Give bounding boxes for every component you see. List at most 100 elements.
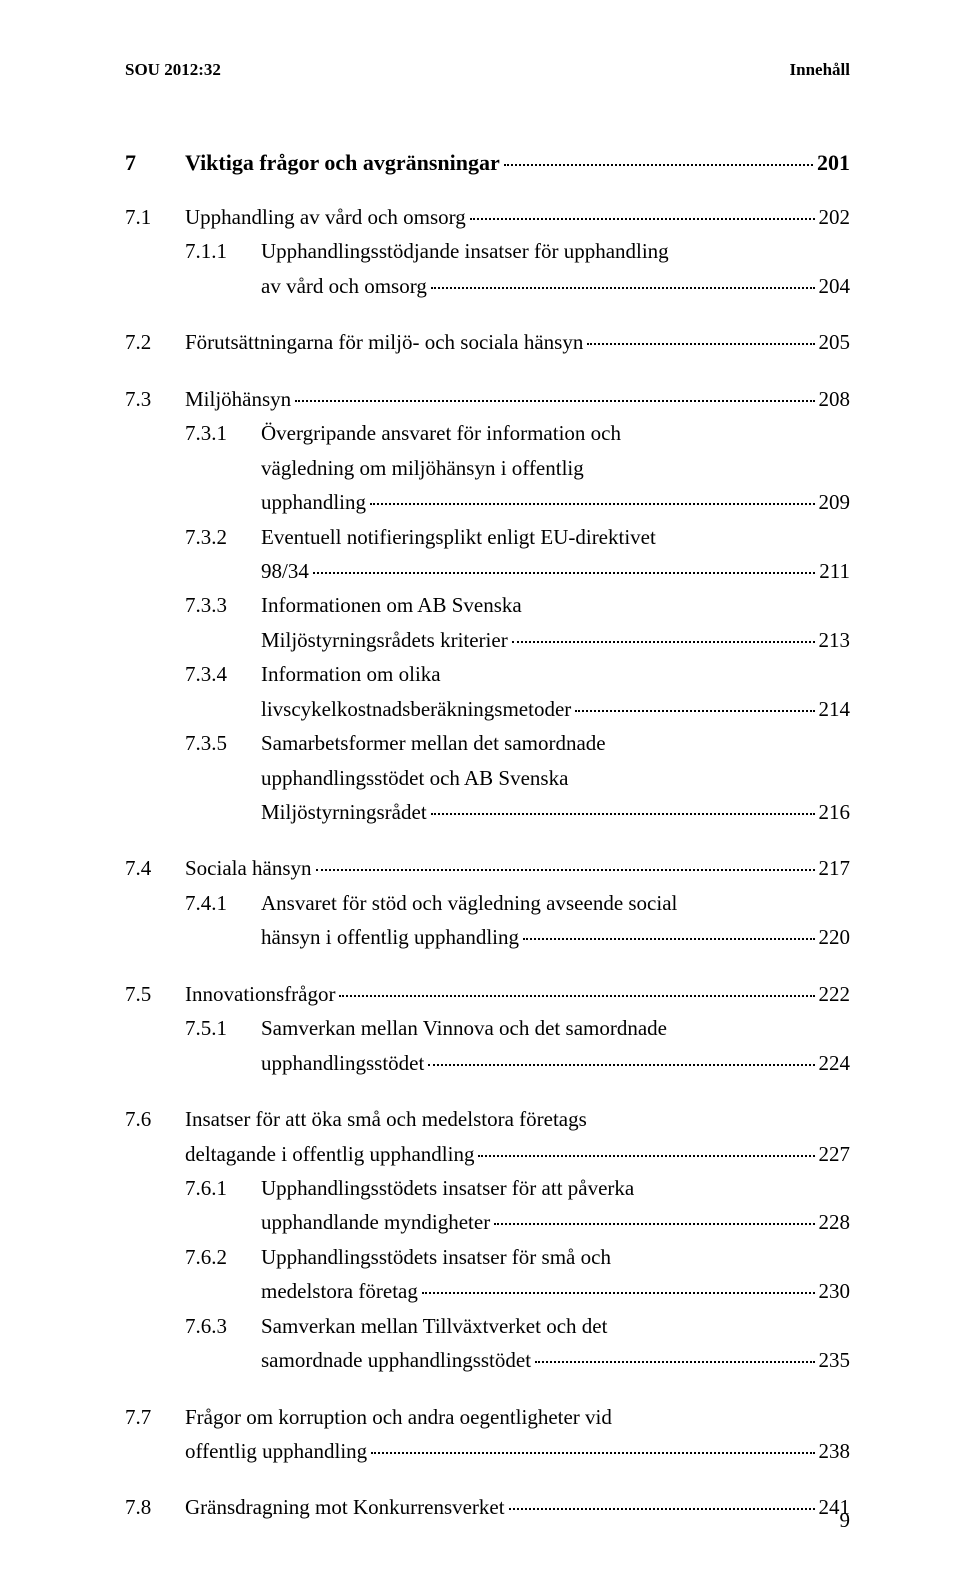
toc-subsection-continuation: av vård och omsorg204 — [125, 271, 850, 301]
toc-subsection-label: Eventuell notifieringsplikt enligt EU-di… — [261, 522, 656, 552]
leader-dots — [295, 400, 814, 402]
toc-section-number: 7.3 — [125, 384, 185, 414]
toc-subsection: 7.6.1Upphandlingsstödets insatser för at… — [125, 1173, 850, 1203]
toc-subsection-number: 7.4.1 — [125, 888, 201, 918]
toc-subsection-continuation: Miljöstyrningsrådets kriterier213 — [125, 625, 850, 655]
toc-section: 7.8Gränsdragning mot Konkurrensverket241 — [125, 1492, 850, 1522]
toc-section-page: 208 — [819, 384, 851, 414]
leader-dots — [535, 1361, 814, 1363]
toc-subsection-page: 230 — [819, 1276, 851, 1306]
leader-dots — [316, 869, 815, 871]
toc-section-label: Upphandling av vård och omsorg — [185, 202, 466, 232]
toc-section: 7.4Sociala hänsyn 217 — [125, 853, 850, 883]
toc-subsection-page: 224 — [819, 1048, 851, 1078]
leader-dots — [339, 995, 814, 997]
toc-subsection-continuation: samordnade upphandlingsstödet 235 — [125, 1345, 850, 1375]
toc-section-label: deltagande i offentlig upphandling — [185, 1139, 474, 1169]
toc-subsection-continuation: livscykelkostnadsberäkningsmetoder214 — [125, 694, 850, 724]
toc-section-page: 227 — [819, 1139, 851, 1169]
toc-section-label: offentlig upphandling — [185, 1436, 367, 1466]
toc-subsection: 7.6.2 Upphandlingsstödets insatser för sm… — [125, 1242, 850, 1272]
toc-subsection: 7.3.3Informationen om AB Svenska — [125, 590, 850, 620]
toc-subsection-number: 7.6.3 — [125, 1311, 201, 1341]
toc-subsection-label: Upphandlingsstödets insatser för små och — [261, 1242, 611, 1272]
leader-dots — [370, 503, 815, 505]
table-of-contents: 7.1Upphandling av vård och omsorg 202 7.1.… — [125, 202, 850, 1549]
leader-dots — [478, 1155, 814, 1157]
toc-subsection-continuation: vägledning om miljöhänsyn i offentlig — [125, 453, 850, 483]
toc-subsection-number: 7.3.1 — [125, 418, 201, 448]
toc-section-page: 238 — [819, 1436, 851, 1466]
leader-dots — [523, 938, 815, 940]
toc-subsection-label: vägledning om miljöhänsyn i offentlig — [261, 453, 584, 483]
toc-subsection-label: upphandlingsstödet och AB Svenska — [261, 763, 568, 793]
toc-subsection-number: 7.3.2 — [125, 522, 201, 552]
toc-subsection-continuation: upphandlingsstödet224 — [125, 1048, 850, 1078]
toc-section-page: 202 — [819, 202, 851, 232]
leader-dots — [587, 343, 814, 345]
toc-subsection-number: 7.5.1 — [125, 1013, 201, 1043]
toc-subsection-page: 209 — [819, 487, 851, 517]
chapter-page: 201 — [817, 150, 850, 176]
toc-section-page: 205 — [819, 327, 851, 357]
toc-subsection-label: Samarbetsformer mellan det samordnade — [261, 728, 606, 758]
toc-section-label: Innovationsfrågor — [185, 979, 335, 1009]
toc-section-label: Förutsättningarna för miljö- och sociala… — [185, 327, 583, 357]
toc-section: 7.7Frågor om korruption och andra oegent… — [125, 1402, 850, 1432]
toc-subsection-continuation: 98/34 211 — [125, 556, 850, 586]
leader-dots — [431, 287, 815, 289]
toc-section-page: 222 — [819, 979, 851, 1009]
toc-section-number: 7.8 — [125, 1492, 185, 1522]
toc-subsection-label: Information om olika — [261, 659, 441, 689]
toc-section-page: 217 — [819, 853, 851, 883]
leader-dots — [470, 218, 815, 220]
toc-subsection-continuation: hänsyn i offentlig upphandling 220 — [125, 922, 850, 952]
leader-dots — [428, 1064, 814, 1066]
toc-section: 7.1Upphandling av vård och omsorg 202 — [125, 202, 850, 232]
toc-subsection: 7.3.5 Samarbetsformer mellan det samordna… — [125, 728, 850, 758]
toc-section-label: Frågor om korruption och andra oegentlig… — [185, 1402, 612, 1432]
chapter-number: 7 — [125, 150, 185, 176]
toc-section: 7.3Miljöhänsyn 208 — [125, 384, 850, 414]
toc-subsection-label: Samverkan mellan Tillväxtverket och det — [261, 1311, 607, 1341]
toc-subsection-number: 7.6.1 — [125, 1173, 201, 1203]
toc-subsection-label: Upphandlingsstödjande insatser för uppha… — [261, 236, 669, 266]
leader-dots — [494, 1223, 814, 1225]
leader-dots — [371, 1452, 814, 1454]
toc-subsection-continuation: upphandlande myndigheter228 — [125, 1207, 850, 1237]
toc-subsection-label: Ansvaret för stöd och vägledning avseend… — [261, 888, 677, 918]
toc-section-number: 7.4 — [125, 853, 185, 883]
toc-subsection-number: 7.1.1 — [125, 236, 201, 266]
toc-section-label: Gränsdragning mot Konkurrensverket — [185, 1492, 505, 1522]
toc-subsection-number: 7.6.2 — [125, 1242, 201, 1272]
toc-subsection-page: 235 — [819, 1345, 851, 1375]
toc-subsection: 7.6.3 Samverkan mellan Tillväxtverket och… — [125, 1311, 850, 1341]
footer-page-number: 9 — [840, 1508, 851, 1533]
toc-section-number: 7.5 — [125, 979, 185, 1009]
toc-subsection-label: samordnade upphandlingsstödet — [261, 1345, 531, 1375]
toc-subsection-number: 7.3.4 — [125, 659, 201, 689]
leader-dots — [431, 813, 815, 815]
chapter-title: 7 Viktiga frågor och avgränsningar 201 — [125, 150, 850, 176]
toc-subsection-label: Övergripande ansvaret för information oc… — [261, 418, 621, 448]
toc-section-label: Sociala hänsyn — [185, 853, 312, 883]
toc-subsection: 7.3.4 Information om olika — [125, 659, 850, 689]
chapter-text: Viktiga frågor och avgränsningar — [185, 150, 500, 176]
leader-dots — [313, 572, 815, 574]
toc-section-number: 7.1 — [125, 202, 185, 232]
leader-dots — [504, 164, 813, 166]
toc-subsection-label: upphandling — [261, 487, 366, 517]
toc-subsection-page: 220 — [819, 922, 851, 952]
toc-subsection-label: livscykelkostnadsberäkningsmetoder — [261, 694, 571, 724]
toc-subsection-number: 7.3.5 — [125, 728, 201, 758]
toc-subsection-label: hänsyn i offentlig upphandling — [261, 922, 519, 952]
toc-subsection-page: 211 — [819, 556, 850, 586]
toc-section: 7.2Förutsättningarna för miljö- och soci… — [125, 327, 850, 357]
toc-section-label: Miljöhänsyn — [185, 384, 291, 414]
toc-subsection-label: 98/34 — [261, 556, 309, 586]
toc-subsection-label: Miljöstyrningsrådets kriterier — [261, 625, 508, 655]
toc-subsection-label: Samverkan mellan Vinnova och det samordn… — [261, 1013, 667, 1043]
toc-subsection-page: 204 — [819, 271, 851, 301]
toc-subsection: 7.3.1 Övergripande ansvaret för informati… — [125, 418, 850, 448]
toc-subsection-page: 216 — [819, 797, 851, 827]
